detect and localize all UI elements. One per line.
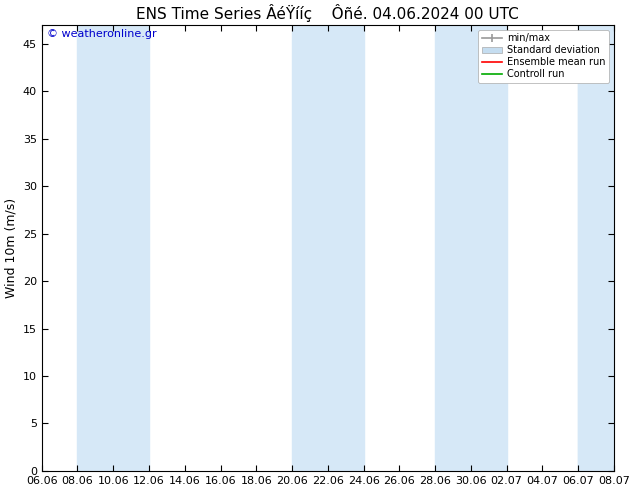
- Bar: [435, 24, 507, 471]
- Legend: min/max, Standard deviation, Ensemble mean run, Controll run: min/max, Standard deviation, Ensemble me…: [479, 29, 609, 83]
- Bar: [292, 24, 363, 471]
- Text: © weatheronline.gr: © weatheronline.gr: [48, 29, 157, 39]
- Bar: [77, 24, 149, 471]
- Bar: [578, 24, 631, 471]
- Y-axis label: Wind 10m (m/s): Wind 10m (m/s): [4, 198, 17, 298]
- Bar: [578, 24, 634, 471]
- Title: ENS Time Series ÂéŸííç    Ôñé. 04.06.2024 00 UTC: ENS Time Series ÂéŸííç Ôñé. 04.06.2024 0…: [136, 4, 519, 22]
